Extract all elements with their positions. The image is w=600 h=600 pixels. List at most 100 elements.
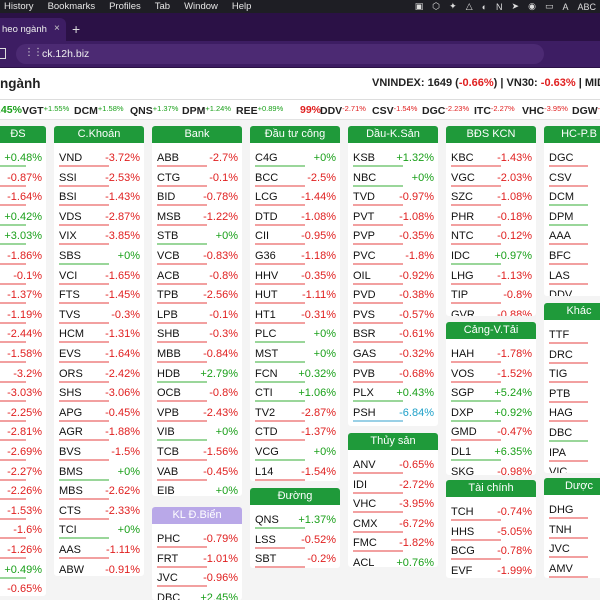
stock-row[interactable]: -2.69% xyxy=(0,444,46,464)
stock-row[interactable]: IDC +0.97% xyxy=(446,248,536,268)
stock-symbol[interactable]: EVS xyxy=(59,348,82,360)
stock-symbol[interactable]: VIX xyxy=(59,230,77,243)
stock-row[interactable]: G36 -1.18% xyxy=(250,248,340,268)
stock-row[interactable]: DL1 +6.35% xyxy=(446,444,536,464)
stock-symbol[interactable]: PVP xyxy=(353,230,376,243)
stock-row[interactable]: VIX -3.85% xyxy=(54,228,144,248)
stock-row[interactable]: DXP +0.92% xyxy=(446,405,536,425)
stock-symbol[interactable]: AMV xyxy=(549,562,573,575)
stock-symbol[interactable]: PSH xyxy=(353,406,376,419)
stock-symbol[interactable]: BSR xyxy=(353,328,376,341)
stock-row[interactable]: LCG -1.44% xyxy=(250,189,340,209)
stock-row[interactable]: PHC -0.79% xyxy=(152,531,242,551)
stock-row[interactable]: FRT -1.01% xyxy=(152,551,242,571)
stock-row[interactable]: VCG +0% xyxy=(250,444,340,464)
stock-symbol[interactable]: JVC xyxy=(157,572,178,585)
notion-icon[interactable]: N xyxy=(496,1,503,12)
stock-symbol[interactable]: IDC xyxy=(451,250,470,262)
stock-row[interactable]: DHG- xyxy=(544,502,600,522)
wifi-icon[interactable]: ◐ xyxy=(481,1,488,12)
ticker-item[interactable]: VGT+1.55% xyxy=(22,104,69,117)
stock-row[interactable]: SGP +5.24% xyxy=(446,385,536,405)
stock-row[interactable]: JVC -0.96% xyxy=(152,570,242,590)
stock-row[interactable]: AAS -1.11% xyxy=(54,542,144,562)
stock-symbol[interactable]: TIG xyxy=(549,368,568,381)
stock-symbol[interactable]: HAG xyxy=(549,407,573,420)
stock-row[interactable]: JVC- xyxy=(544,541,600,561)
stock-row[interactable]: IDI -2.72% xyxy=(348,477,438,497)
stock-symbol[interactable]: LAS xyxy=(549,269,570,282)
stock-symbol[interactable]: CTS xyxy=(59,504,81,517)
stock-symbol[interactable]: AAA xyxy=(549,230,572,243)
stock-symbol[interactable]: NTC xyxy=(451,230,474,243)
stock-symbol[interactable]: NBC xyxy=(353,171,377,184)
stock-symbol[interactable]: BMS xyxy=(59,465,83,478)
stock-row[interactable]: SSI -2.53% xyxy=(54,170,144,190)
stock-row[interactable]: FTS -1.45% xyxy=(54,287,144,307)
location-icon[interactable]: ➤ xyxy=(511,1,520,11)
stock-symbol[interactable]: BSI xyxy=(59,191,77,204)
stock-symbol[interactable]: PLC xyxy=(255,328,277,341)
stock-row[interactable]: PVP -0.35% xyxy=(348,228,438,248)
stock-row[interactable]: BCC -2.5% xyxy=(250,170,340,190)
stock-row[interactable]: EIB +0% xyxy=(152,483,242,496)
stock-symbol[interactable]: VCG xyxy=(255,446,279,458)
stock-symbol[interactable]: LSS xyxy=(255,533,276,546)
stock-row[interactable]: -3.2% xyxy=(0,366,46,386)
menu-bookmarks[interactable]: Bookmarks xyxy=(47,1,96,12)
stock-row[interactable]: -2.27% xyxy=(0,464,46,484)
stock-symbol[interactable]: SBS xyxy=(59,250,82,262)
stock-row[interactable]: TTF- xyxy=(544,327,600,347)
sector-title[interactable]: ĐS xyxy=(0,126,46,143)
stock-row[interactable]: CTS -2.33% xyxy=(54,503,144,523)
stock-symbol[interactable]: HHS xyxy=(451,525,475,538)
stock-row[interactable]: APG -0.45% xyxy=(54,405,144,425)
stock-row[interactable]: -0.65% xyxy=(0,581,46,596)
sector-title[interactable]: Bank xyxy=(152,126,242,143)
stock-row[interactable]: DBC +2.45% xyxy=(152,590,242,600)
stock-row[interactable]: ACB -0.8% xyxy=(152,268,242,288)
drive-icon[interactable]: △ xyxy=(465,1,473,11)
stock-row[interactable]: PLX +0.43% xyxy=(348,385,438,405)
stock-symbol[interactable]: PVC xyxy=(353,250,376,262)
ticker-item[interactable]: DGC-2.23% xyxy=(422,104,469,117)
stock-row[interactable]: -1.19% xyxy=(0,307,46,327)
stock-row[interactable]: SHS -3.06% xyxy=(54,385,144,405)
chat-icon[interactable]: ◉ xyxy=(528,1,536,11)
stock-symbol[interactable]: SGP xyxy=(451,387,475,400)
stock-row[interactable]: PVS -0.57% xyxy=(348,307,438,327)
stock-row[interactable]: CSV- xyxy=(544,170,600,190)
site-info-icon[interactable]: ⋮⋮ xyxy=(24,47,43,58)
stock-row[interactable]: TIG- xyxy=(544,366,600,386)
stock-symbol[interactable]: OIL xyxy=(353,269,371,282)
stock-row[interactable]: CII -0.95% xyxy=(250,228,340,248)
stock-row[interactable]: VIC+ xyxy=(544,464,600,473)
stock-row[interactable]: HDB +2.79% xyxy=(152,366,242,386)
stock-symbol[interactable]: HT1 xyxy=(255,308,276,321)
ticker-item[interactable]: VHC-3.95% xyxy=(522,104,568,117)
menu-tab[interactable]: Tab xyxy=(154,1,171,12)
stock-symbol[interactable]: C4G xyxy=(255,152,278,164)
stock-symbol[interactable]: TV2 xyxy=(255,406,276,419)
stock-row[interactable]: GAS -0.32% xyxy=(348,346,438,366)
stock-row[interactable]: LHG -1.13% xyxy=(446,268,536,288)
menu-profiles[interactable]: Profiles xyxy=(109,1,141,12)
menu-window[interactable]: Window xyxy=(184,1,218,12)
browser-tab[interactable]: heo ngành xyxy=(0,18,66,41)
stock-symbol[interactable]: IDI xyxy=(353,478,368,491)
stock-row[interactable]: -0.87% xyxy=(0,170,46,190)
stock-row[interactable]: C4G +0% xyxy=(250,150,340,170)
stock-row[interactable]: TIP -0.8% xyxy=(446,287,536,307)
stock-symbol[interactable]: TVD xyxy=(353,191,375,204)
ticker-item[interactable]: ITC-2.27% xyxy=(474,104,515,117)
stock-symbol[interactable]: AAS xyxy=(59,544,82,556)
ticker-item[interactable]: CSV-1.54% xyxy=(372,104,417,117)
stock-row[interactable]: VOS -1.52% xyxy=(446,366,536,386)
stock-row[interactable]: KSB +1.32% xyxy=(348,150,438,170)
stock-symbol[interactable]: MST xyxy=(255,348,279,360)
stock-symbol[interactable]: PHR xyxy=(451,210,475,223)
stock-symbol[interactable]: HHV xyxy=(255,269,279,282)
sector-title[interactable]: Dược xyxy=(544,478,600,495)
stock-row[interactable]: VND -3.72% xyxy=(54,150,144,170)
url-input[interactable]: ⋮⋮ ck.12h.biz xyxy=(16,44,544,64)
